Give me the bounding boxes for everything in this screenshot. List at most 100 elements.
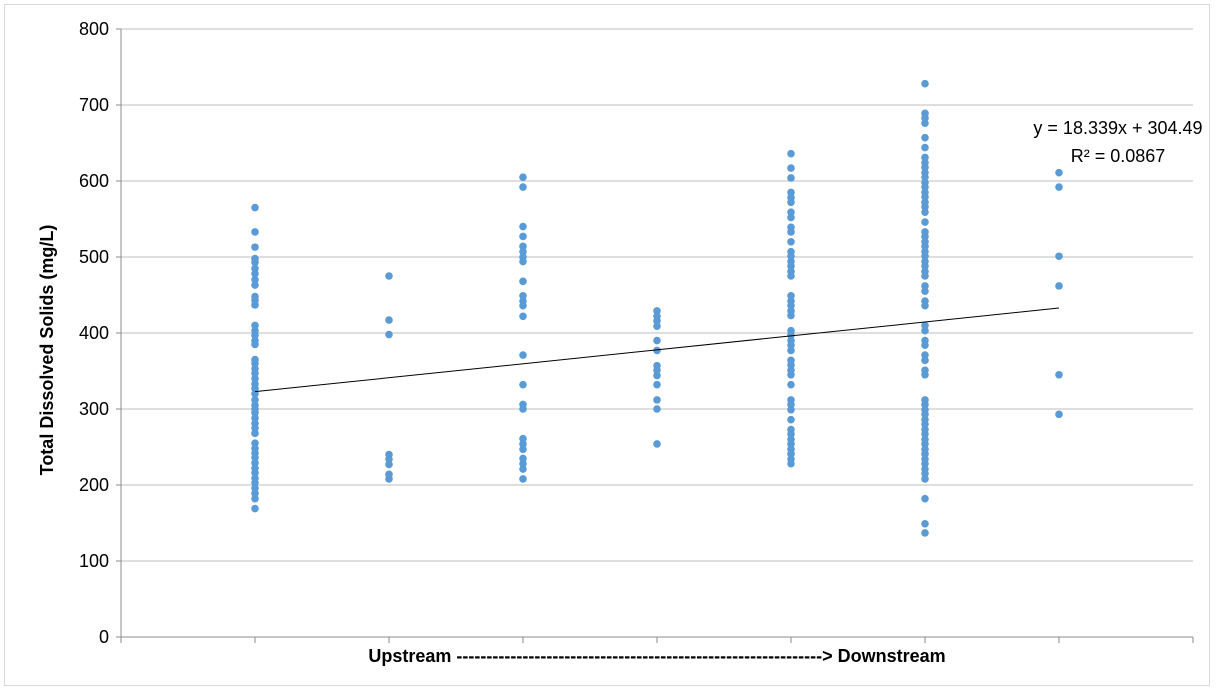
data-point	[519, 380, 527, 389]
axes	[116, 28, 1194, 643]
data-point	[921, 321, 929, 330]
data-point	[519, 434, 527, 443]
data-point	[251, 429, 259, 438]
data-point	[787, 331, 795, 340]
data-point	[251, 424, 259, 432]
data-point	[921, 287, 929, 296]
data-point	[519, 351, 527, 359]
data-point	[251, 258, 259, 267]
data-point	[251, 439, 259, 448]
data-point	[787, 361, 795, 369]
data-point	[653, 307, 661, 315]
data-point	[251, 453, 259, 462]
data-point	[921, 400, 929, 409]
data-point	[921, 203, 929, 211]
data-point	[921, 430, 929, 438]
data-point	[251, 478, 259, 487]
data-point	[519, 475, 527, 483]
y-tick-label: 200	[79, 475, 109, 495]
trendline-group	[254, 307, 1060, 393]
data-point	[519, 312, 527, 321]
data-point	[921, 494, 929, 503]
data-point	[921, 114, 929, 122]
data-point	[787, 272, 795, 280]
data-point	[921, 529, 929, 537]
data-point	[1055, 183, 1063, 191]
data-point	[251, 369, 259, 378]
data-point	[251, 459, 259, 467]
x-axis-title: Upstream -------------------------------…	[368, 646, 945, 666]
data-point	[921, 282, 929, 290]
data-point	[653, 405, 661, 413]
data-point	[787, 430, 795, 438]
data-point	[921, 459, 929, 468]
data-point	[921, 143, 929, 152]
data-point	[251, 396, 259, 404]
data-point	[921, 133, 929, 142]
y-tick-labels: 0 100 200 300 400 500 600 700 800	[79, 19, 109, 647]
data-point	[653, 346, 661, 355]
data-point	[921, 119, 929, 128]
data-point	[251, 469, 259, 477]
data-point	[787, 450, 795, 458]
data-point	[519, 291, 527, 300]
y-tick-label: 700	[79, 95, 109, 115]
data-point	[653, 317, 661, 325]
data-point	[385, 455, 393, 463]
data-point	[787, 405, 795, 414]
data-point	[251, 203, 259, 212]
data-point	[653, 396, 661, 404]
data-point	[787, 252, 795, 261]
data-point	[921, 218, 929, 226]
y-tick-label: 0	[99, 627, 109, 647]
data-point	[653, 366, 661, 375]
y-axis-title: Total Dissolved Solids (mg/L)	[37, 225, 57, 476]
data-point	[385, 475, 393, 483]
data-point	[921, 351, 929, 359]
data-point	[921, 153, 929, 162]
data-point	[787, 400, 795, 409]
data-point	[921, 371, 929, 379]
data-point	[787, 415, 795, 424]
data-point	[251, 228, 259, 236]
data-point	[653, 440, 661, 448]
data-point	[385, 272, 393, 280]
data-point	[251, 264, 259, 273]
data-point	[1055, 168, 1063, 177]
data-point	[251, 243, 259, 251]
data-point	[921, 183, 929, 191]
data-point	[251, 484, 259, 492]
data-point	[787, 238, 795, 246]
data-point	[787, 291, 795, 300]
data-point	[921, 163, 929, 172]
data-point	[251, 321, 259, 330]
y-tick-label: 600	[79, 171, 109, 191]
data-point	[251, 359, 259, 368]
data-point	[787, 213, 795, 222]
data-point	[921, 301, 929, 310]
data-point	[921, 272, 929, 280]
y-tick-label: 500	[79, 247, 109, 267]
data-point	[787, 164, 795, 172]
y-tick-label: 300	[79, 399, 109, 419]
data-point	[519, 454, 527, 463]
data-point	[519, 465, 527, 473]
data-point	[251, 489, 259, 498]
data-point	[787, 301, 795, 310]
data-point	[787, 346, 795, 355]
data-point	[519, 459, 527, 468]
data-point	[251, 504, 259, 513]
data-point	[251, 409, 259, 417]
data-point	[787, 371, 795, 379]
data-point	[787, 262, 795, 270]
data-point	[385, 460, 393, 469]
data-point	[787, 440, 795, 448]
data-point	[921, 208, 929, 216]
data-point	[921, 475, 929, 483]
data-point	[921, 193, 929, 201]
data-point	[251, 281, 259, 289]
data-point	[519, 301, 527, 310]
data-point	[653, 371, 661, 380]
data-point	[385, 330, 393, 339]
data-point	[921, 252, 929, 261]
